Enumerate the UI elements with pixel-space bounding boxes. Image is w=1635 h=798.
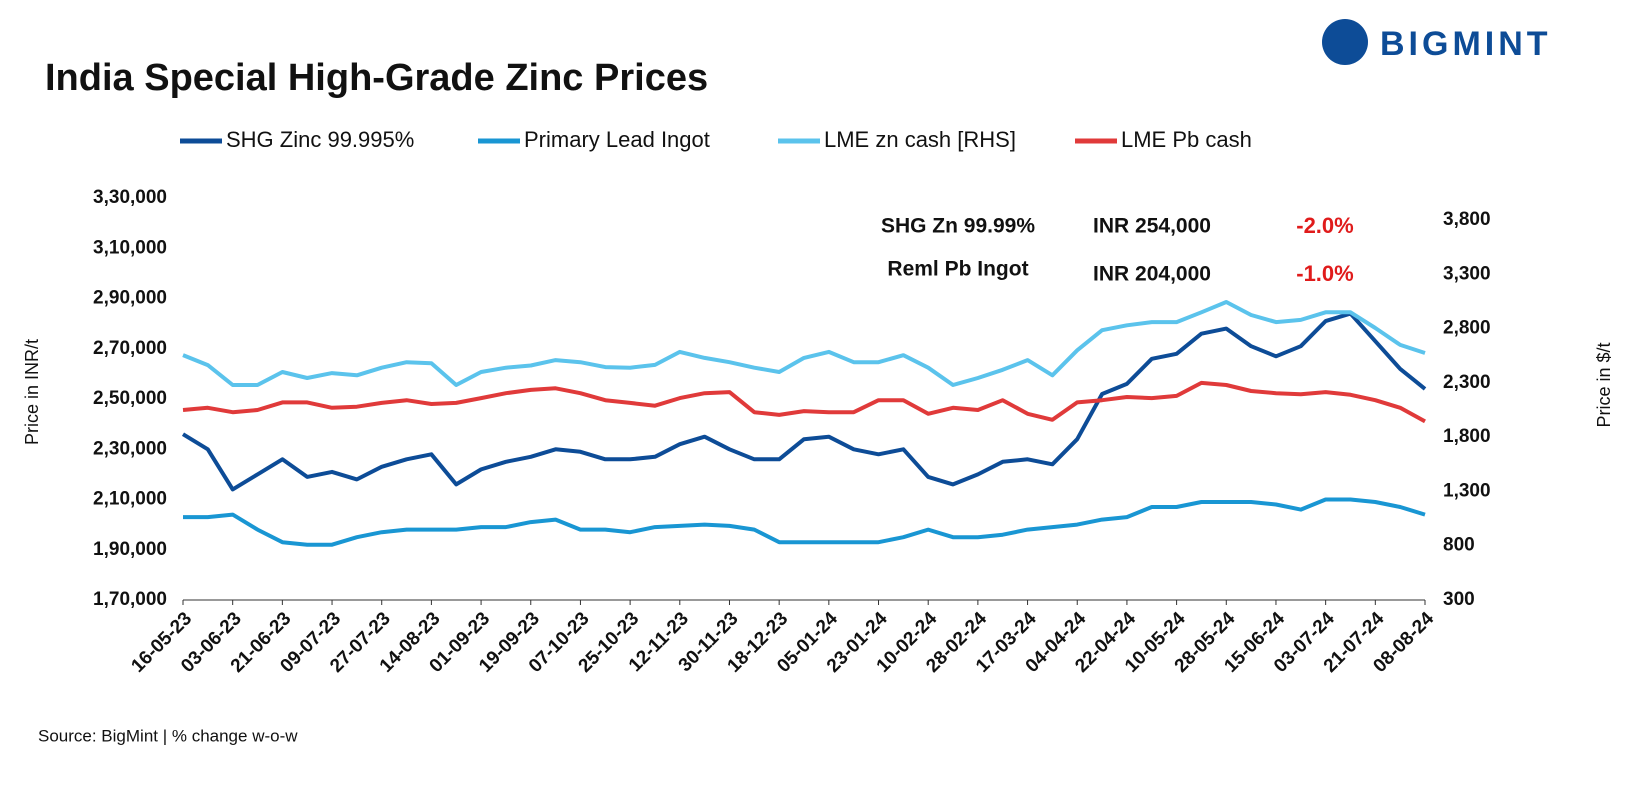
series-line: [182, 380, 1426, 424]
legend-label: LME Pb cash: [1121, 127, 1252, 152]
y-tick-label: 1,90,000: [93, 539, 167, 560]
y2-tick-label: 2,300: [1443, 372, 1491, 393]
legend-label: SHG Zinc 99.995%: [226, 127, 414, 152]
annotation: Reml Pb Ingot: [887, 258, 1028, 281]
y-tick-label: 2,70,000: [93, 338, 167, 359]
y2-tick-label: 1,300: [1443, 480, 1491, 501]
y-tick-label: 2,90,000: [93, 288, 167, 309]
annotation: INR 254,000: [1093, 215, 1211, 238]
annotation: SHG Zn 99.99%: [881, 215, 1035, 238]
y2-tick-label: 2,800: [1443, 318, 1491, 339]
y2-tick-label: 3,300: [1443, 263, 1491, 284]
y2-tick-label: 1,800: [1443, 426, 1491, 447]
y-axis-label: Price in INR/t: [22, 339, 42, 445]
logo-mark: [1322, 19, 1368, 65]
annotation: -1.0%: [1296, 261, 1353, 286]
legend-label: Primary Lead Ingot: [524, 127, 710, 152]
y-tick-label: 2,10,000: [93, 489, 167, 510]
series-line: [181, 311, 1427, 492]
chart-title: India Special High-Grade Zinc Prices: [45, 57, 708, 99]
y-tick-label: 1,70,000: [93, 589, 167, 610]
series-line: [183, 497, 1426, 547]
y-tick-label: 2,30,000: [93, 438, 167, 459]
y2-tick-label: 3,800: [1443, 209, 1491, 230]
y-tick-label: 3,30,000: [93, 187, 167, 208]
y2-tick-label: 300: [1443, 589, 1475, 610]
annotation: -2.0%: [1296, 213, 1353, 238]
logo: BIGMINT: [1322, 19, 1552, 65]
y2-axis-label: Price in $/t: [1594, 342, 1614, 427]
y-tick-label: 2,50,000: [93, 388, 167, 409]
y-tick-label: 3,10,000: [93, 237, 167, 258]
source: Source: BigMint | % change w-o-w: [38, 726, 298, 745]
brand: BIGMINT: [1380, 25, 1552, 63]
series-line: [182, 300, 1426, 387]
y2-tick-label: 800: [1443, 535, 1475, 556]
annotation: INR 204,000: [1093, 263, 1211, 286]
legend-label: LME zn cash [RHS]: [824, 127, 1016, 152]
